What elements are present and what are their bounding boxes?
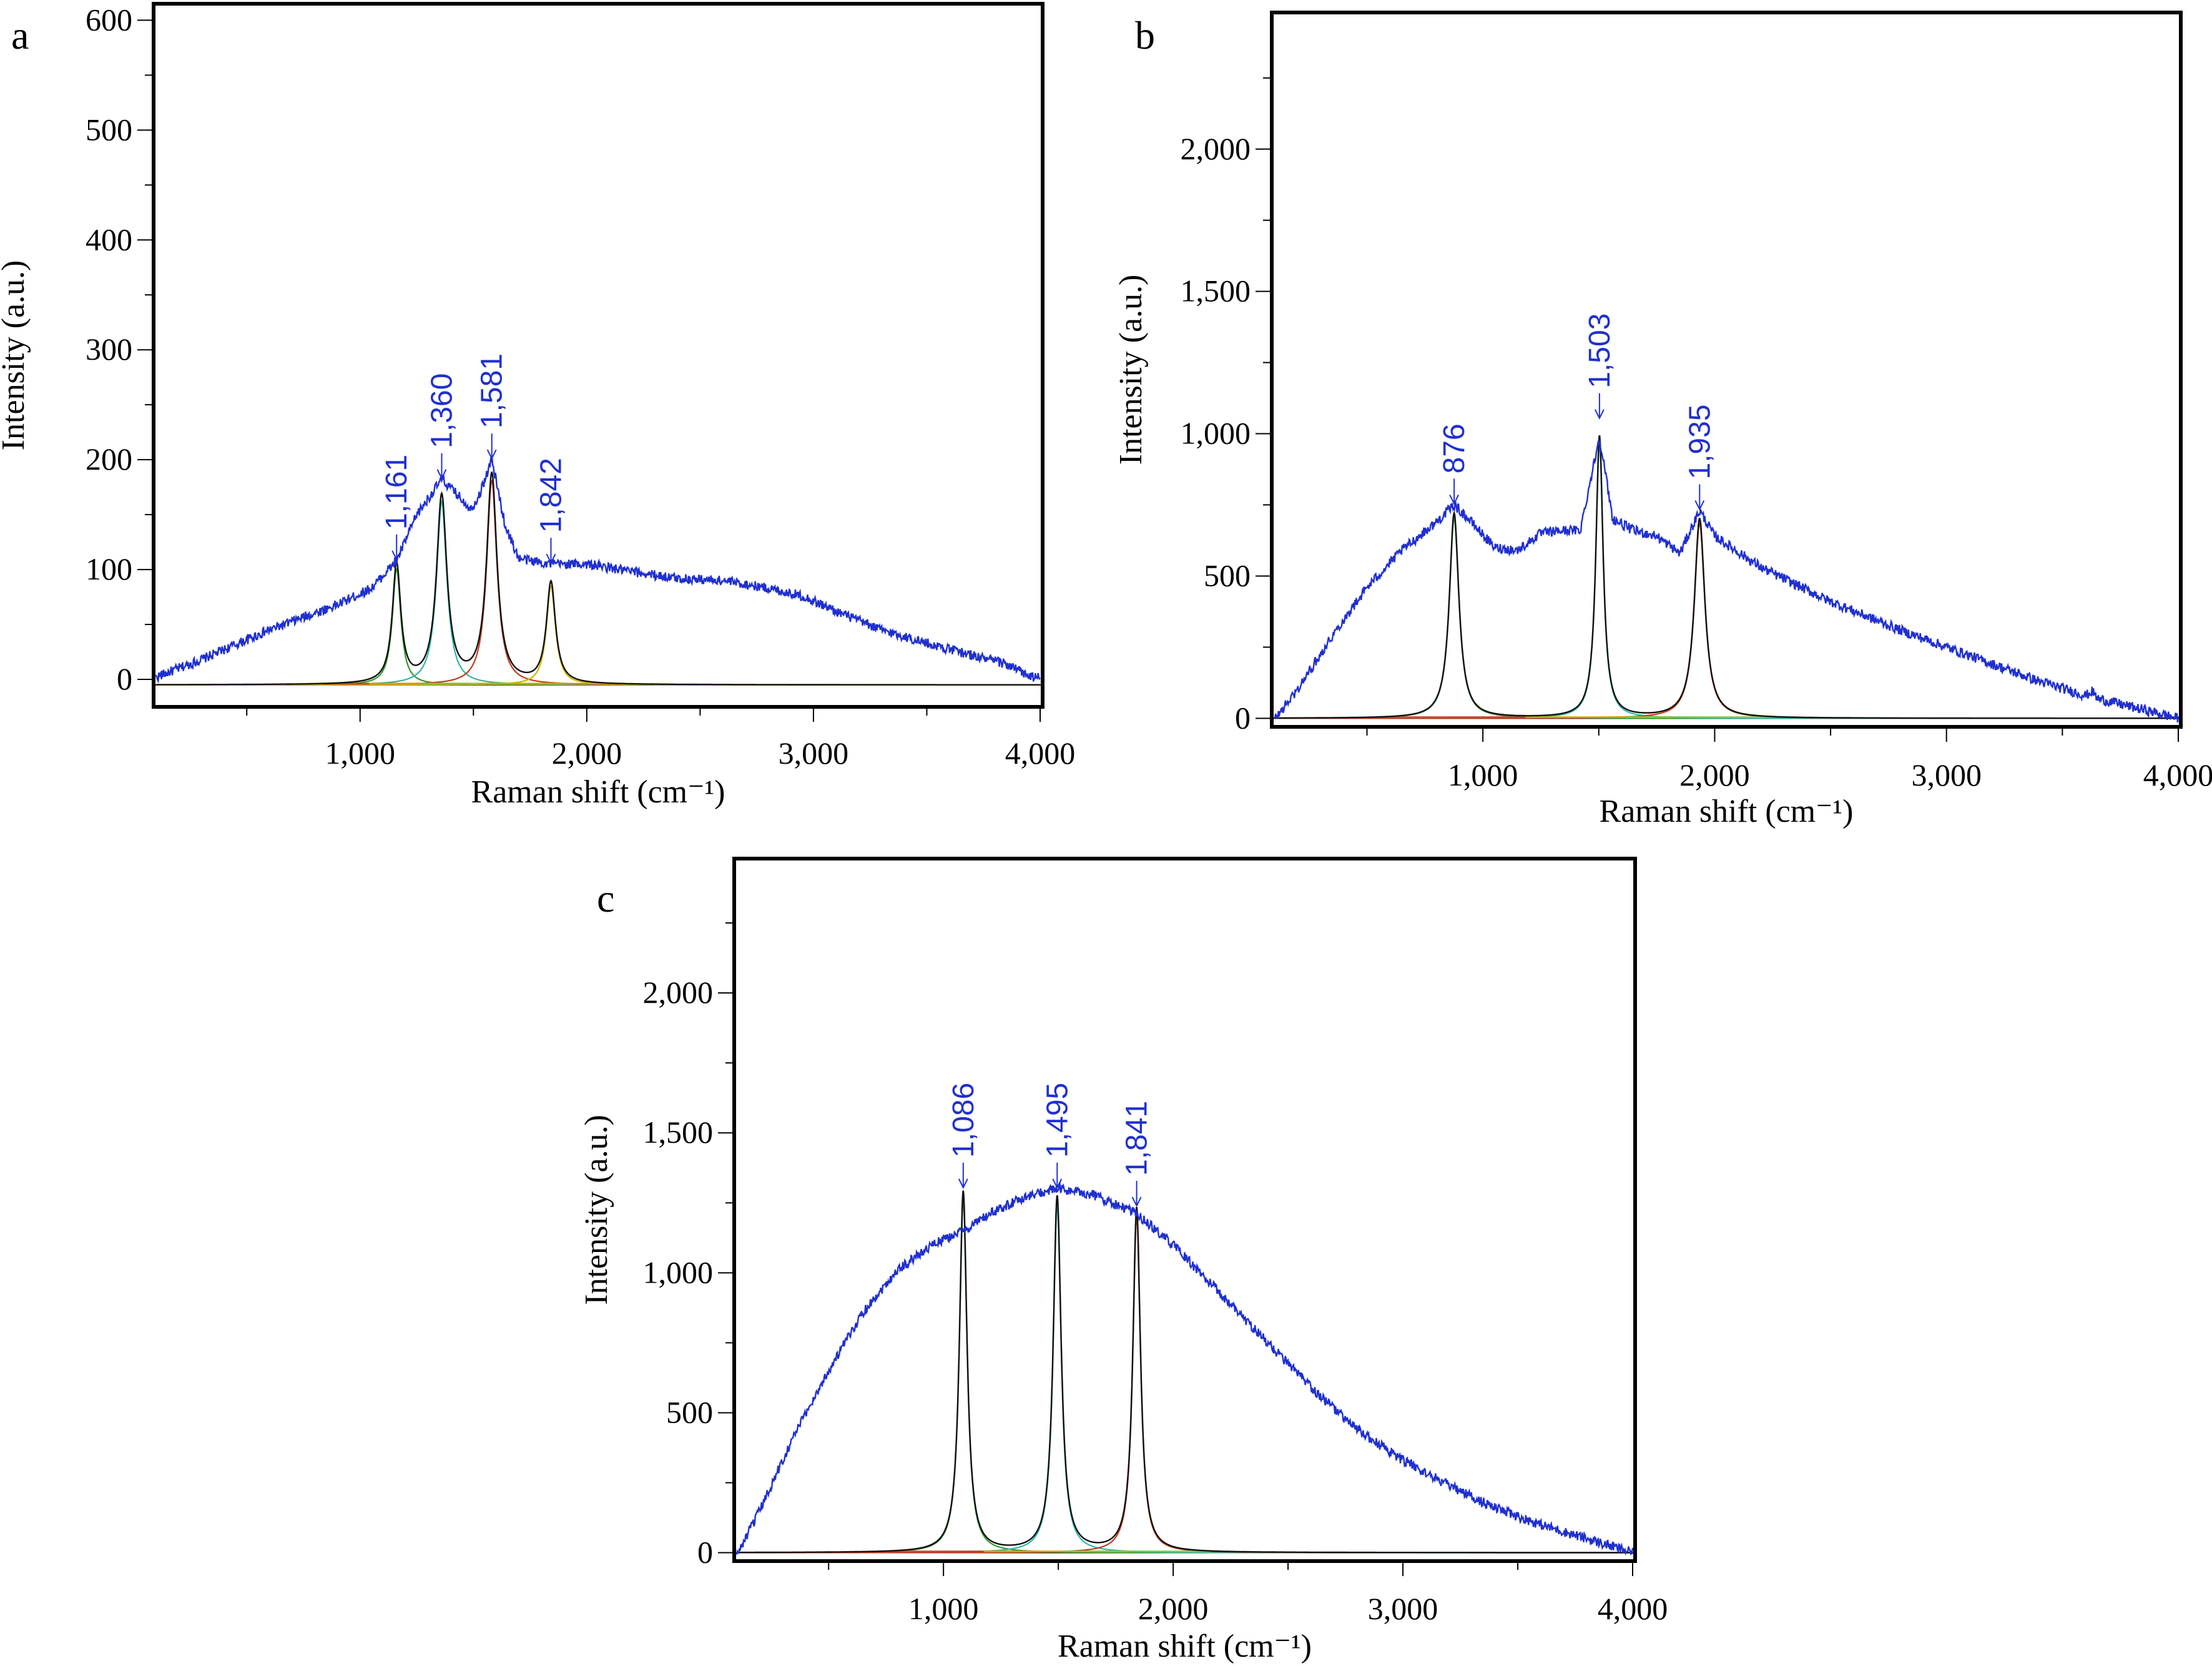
y-tick-label: 500 [666,1394,713,1429]
y-tick-label: 0 [117,661,132,696]
y-tick-label: 1,500 [1181,274,1251,308]
x-tick-label: 4,000 [1005,736,1076,771]
x-axis-title: Raman shift (cm⁻¹) [1600,794,1854,829]
plot-area [154,456,1043,686]
plot-frame [732,857,1637,1563]
peak-arrow [486,433,497,460]
y-tick-label: 1,000 [1181,416,1251,451]
peak-label: 1,842 [534,458,568,533]
x-tick-label: 2,000 [1138,1591,1209,1626]
panel-letter: c [597,876,614,920]
x-tick-label: 3,000 [1368,1591,1438,1626]
peak-label: 1,503 [1583,313,1616,388]
peak-arrow [1449,478,1460,505]
y-tick-label: 500 [1204,558,1251,593]
peak-arrow-head [546,553,556,564]
peak-label: 1,086 [947,1083,980,1158]
x-tick-label: 4,000 [2143,757,2212,792]
x-tick-label: 4,000 [1598,1591,1668,1626]
x-tick-label: 3,000 [1911,757,1982,792]
panel-letter: a [11,13,29,57]
x-axis-title: Raman shift (cm⁻¹) [1058,1629,1312,1664]
peak-label: 1,841 [1121,1101,1154,1176]
peak-label: 1,360 [425,373,458,448]
x-tick-label: 3,000 [779,736,849,771]
y-tick-label: 200 [86,441,132,476]
measured-spectrum [1274,440,2180,723]
peak-arrow [546,538,556,564]
peak-arrow [436,453,447,480]
fit-curve [156,471,1040,686]
x-tick-label: 1,000 [325,736,396,771]
measured-spectrum [735,1181,1634,1556]
y-tick-label: 2,000 [1181,131,1251,166]
peak-label: 1,161 [380,455,413,530]
peak-arrow [958,1162,968,1190]
peak-arrow-head [391,550,402,561]
peak-label: 876 [1438,423,1471,473]
peak-label: 1,935 [1683,404,1716,479]
peak-arrow [1052,1162,1063,1190]
y-tick-label: 400 [86,222,132,257]
y-tick-label: 1,000 [643,1254,714,1289]
plot-area [1272,435,2181,723]
peak-arrow [1131,1181,1142,1208]
plot-frame [1270,11,2183,729]
y-axis-title: Intensity (a.u.) [0,260,31,451]
peak-arrow-head [1052,1178,1063,1190]
y-tick-label: 1,500 [643,1115,714,1150]
x-tick-label: 1,000 [908,1591,979,1626]
peak-arrow-head [958,1178,968,1190]
y-tick-label: 100 [86,551,132,586]
y-axis-title: Intensity (a.u.) [1113,275,1149,465]
plot-area [734,1181,1635,1556]
x-axis-title: Raman shift (cm⁻¹) [471,774,725,810]
fit-curve [1274,435,2178,719]
peak-arrow-head [1694,500,1705,511]
x-tick-label: 2,000 [1679,757,1750,792]
y-tick-label: 600 [86,2,132,37]
fit-curve [737,1190,1633,1554]
x-tick-label: 2,000 [552,736,622,771]
peak-arrow-head [1131,1196,1142,1208]
y-tick-label: 300 [86,332,132,367]
peak-arrow-head [1449,495,1460,505]
y-tick-label: 2,000 [643,975,714,1010]
panel-letter: b [1135,13,1155,57]
peak-arrow-head [486,449,497,460]
y-axis-title: Intensity (a.u.) [579,1115,614,1305]
y-tick-label: 500 [86,112,132,147]
panel-b: b 0 500 1,000 1,500 2,000 1,000 2,000 3,000 4,000… [1113,11,2212,829]
peak-arrow [391,535,402,561]
panel-c: c 0 500 1,000 1,500 2,000 1,000 2,000 3,000 4,000… [579,857,1668,1664]
y-tick-label: 0 [1235,700,1251,735]
y-tick-label: 0 [697,1535,713,1570]
peak-label: 1,581 [476,353,509,428]
measured-spectrum [155,456,1041,684]
peak-arrow-head [1595,409,1605,420]
peak-arrow-head [436,469,447,480]
peak-label: 1,495 [1041,1083,1074,1158]
panel-a: a 0 100 200 300 400 500 600 1,000 2,000 3,000 4,000… [0,2,1075,810]
x-tick-label: 1,000 [1448,757,1518,792]
peak-arrow [1595,393,1605,420]
plot-frame [152,2,1045,709]
peak-arrow [1694,484,1705,511]
